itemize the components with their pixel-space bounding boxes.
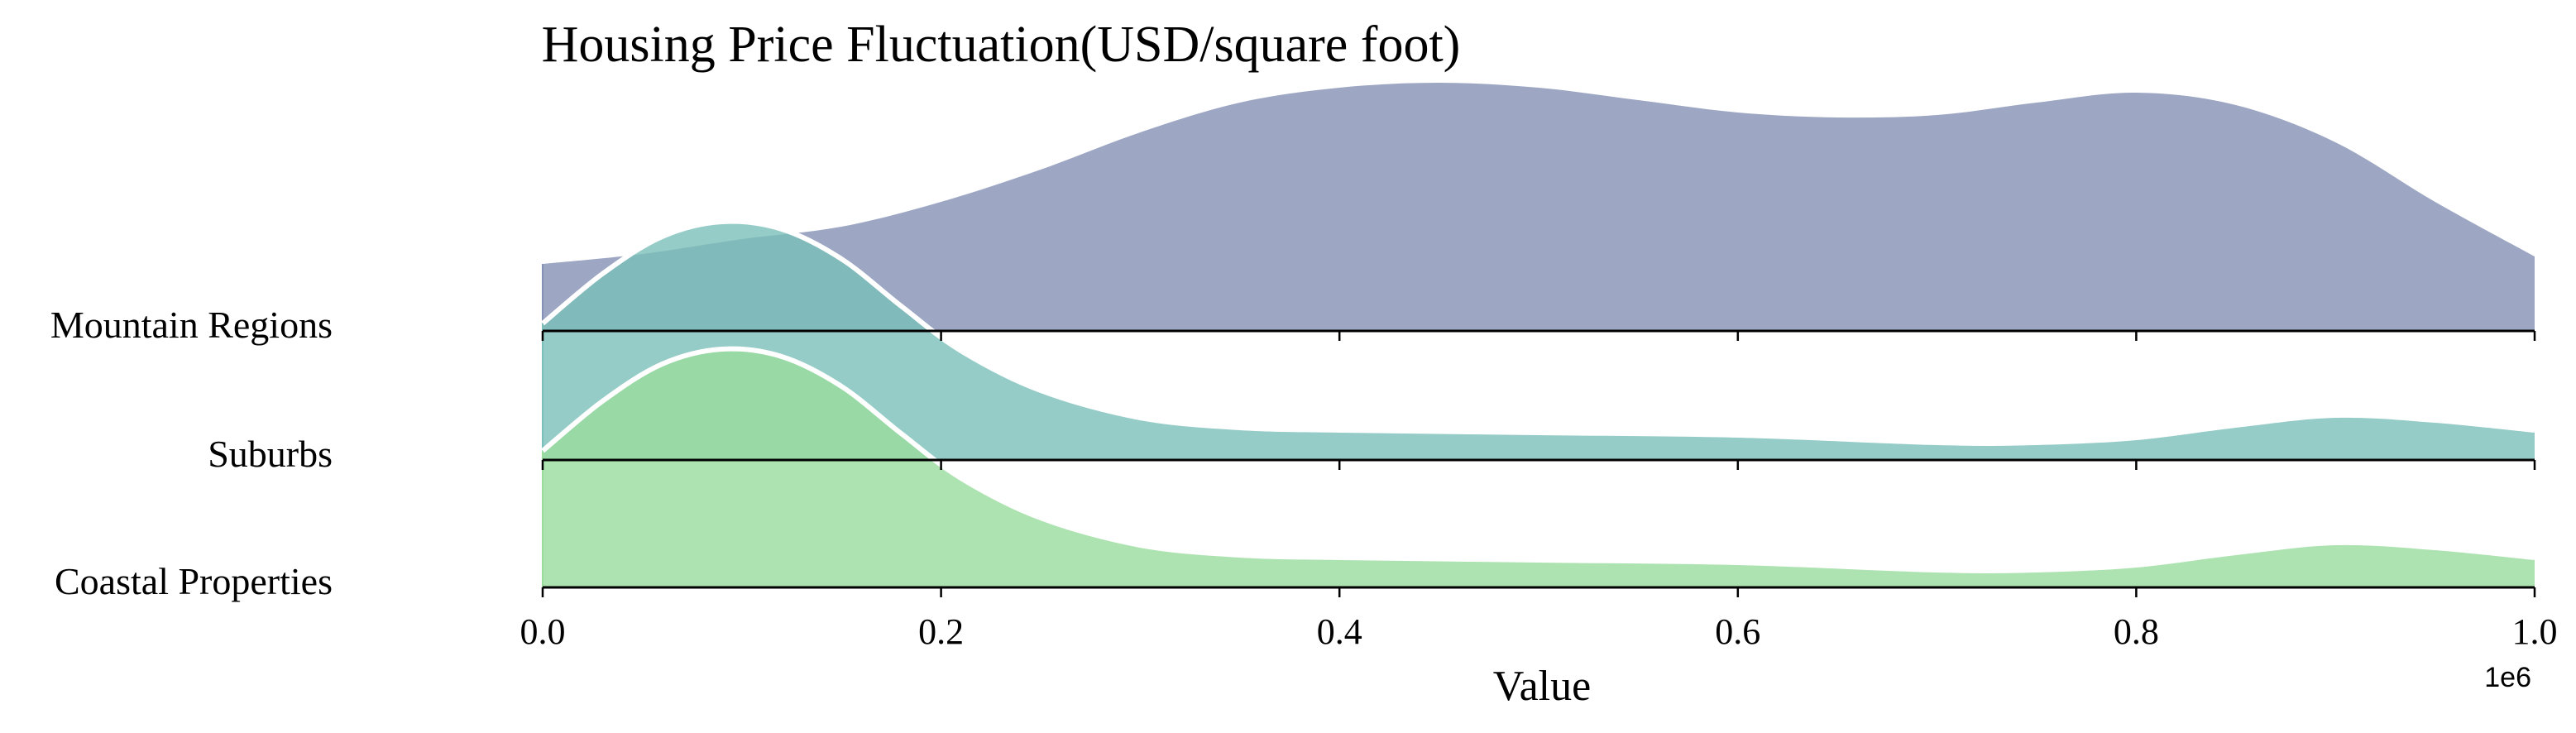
ridge-outline-coastal-properties <box>541 346 2535 573</box>
x-tick-label: 0.4 <box>1317 611 1362 652</box>
category-label-mountain-regions: Mountain Regions <box>50 304 333 346</box>
ridge-outline-suburbs <box>541 218 2535 446</box>
ridge-area-suburbs <box>543 221 2535 460</box>
x-tick-label: 0.8 <box>2114 611 2159 652</box>
category-label-coastal-properties: Coastal Properties <box>55 560 333 602</box>
ridges-group <box>541 83 2535 587</box>
x-tick-label: 1.0 <box>2512 611 2558 652</box>
chart-title: Housing Price Fluctuation(USD/square foo… <box>542 17 1461 73</box>
x-tick-label: 0.2 <box>918 611 964 652</box>
x-tick-label: 0.6 <box>1715 611 1760 652</box>
category-label-suburbs: Suburbs <box>208 433 333 475</box>
x-tick-label: 0.0 <box>520 611 566 652</box>
baselines-group <box>541 329 2536 597</box>
ridge-area-mountain-regions <box>543 83 2535 331</box>
x-offset-label: 1e6 <box>2484 662 2531 693</box>
x-ticks-group: 0.0 0.2 0.4 0.6 0.8 1.0 <box>520 611 2558 652</box>
x-axis-label: Value <box>1493 663 1591 710</box>
ridge-area-coastal-properties <box>543 348 2535 587</box>
category-labels-group: Mountain Regions Suburbs Coastal Propertie… <box>50 304 333 602</box>
